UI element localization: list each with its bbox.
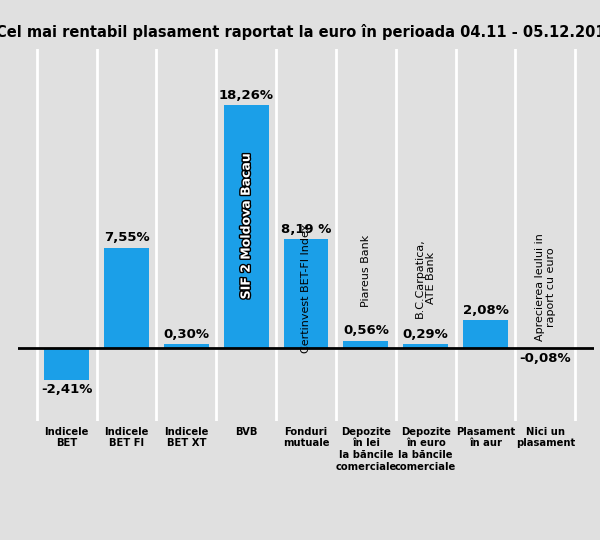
Text: 0,56%: 0,56% xyxy=(343,324,389,338)
Text: 0,29%: 0,29% xyxy=(403,328,449,341)
Bar xyxy=(403,344,448,348)
Title: Cel mai rentabil plasament raportat la euro în perioada 04.11 - 05.12.2011: Cel mai rentabil plasament raportat la e… xyxy=(0,24,600,40)
Text: 0,30%: 0,30% xyxy=(163,328,209,341)
Text: 18,26%: 18,26% xyxy=(218,89,274,102)
Text: B.C.Carpatica,
ATE Bank: B.C.Carpatica, ATE Bank xyxy=(415,238,436,318)
Bar xyxy=(44,348,89,380)
Bar xyxy=(523,348,568,349)
Bar xyxy=(463,320,508,348)
Bar xyxy=(343,341,388,348)
Text: Certinvest BET-FI Index: Certinvest BET-FI Index xyxy=(301,224,311,353)
Text: -2,41%: -2,41% xyxy=(41,383,92,396)
Text: SIF 2 Moldova Bacau: SIF 2 Moldova Bacau xyxy=(239,154,253,299)
Bar xyxy=(164,344,209,348)
Text: 7,55%: 7,55% xyxy=(104,231,149,244)
Bar xyxy=(284,239,328,348)
Text: Aprecierea leului in
raport cu euro: Aprecierea leului in raport cu euro xyxy=(535,233,556,341)
Text: -0,08%: -0,08% xyxy=(520,353,571,366)
Text: Piareus Bank: Piareus Bank xyxy=(361,235,371,307)
Text: 8,19 %: 8,19 % xyxy=(281,222,331,235)
Text: 2,08%: 2,08% xyxy=(463,304,508,317)
Bar xyxy=(104,247,149,348)
Bar xyxy=(224,105,269,348)
